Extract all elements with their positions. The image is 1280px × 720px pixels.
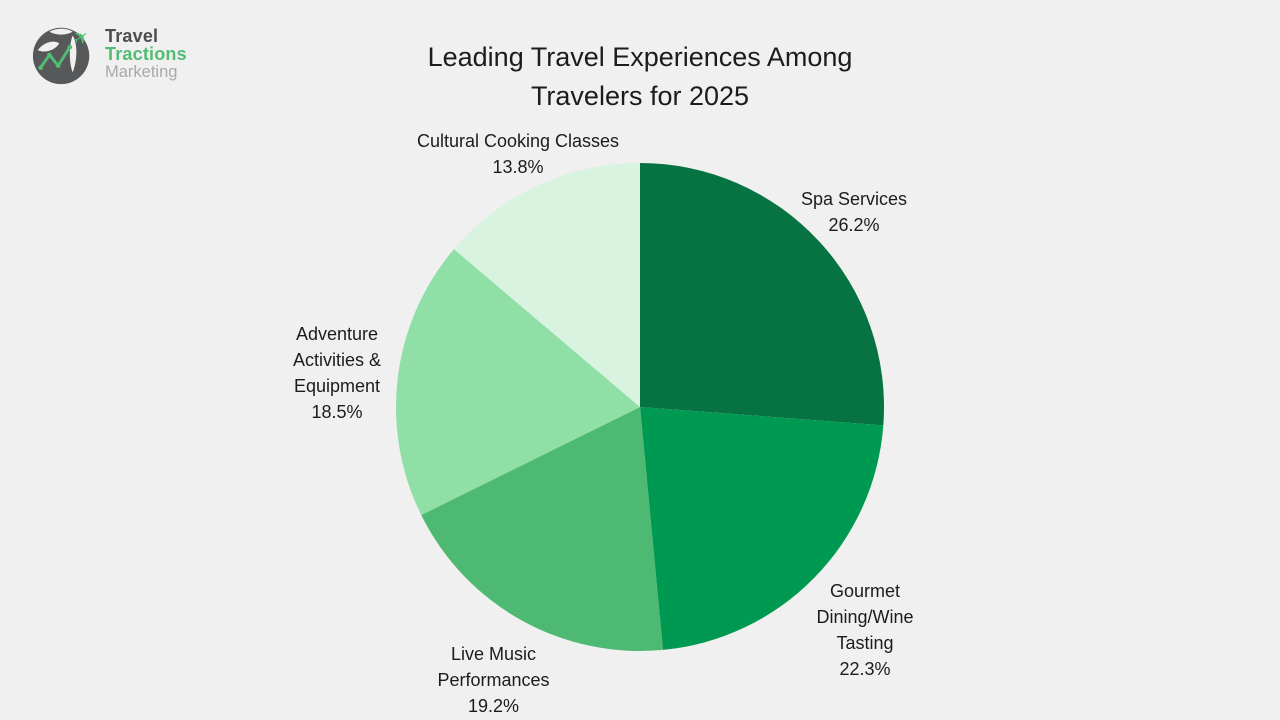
slice-label-name: Cultural Cooking Classes	[416, 131, 620, 151]
slice-label-adventure-activities-equipment: Adventure Activities & Equipment 18.5%	[282, 321, 392, 425]
chart-title-line2: Travelers for 2025	[530, 81, 750, 111]
slice-label-percent: 26.2%	[828, 215, 880, 235]
slice-label-percent: 18.5%	[311, 402, 363, 422]
pie-slice-live-music-performances	[421, 407, 663, 652]
pie-slice-cultural-cooking-classes	[453, 163, 640, 407]
slice-label-percent: 22.3%	[839, 659, 891, 679]
globe-plane-icon: ✈	[32, 25, 94, 85]
logo-word-tractions: Tractions	[105, 44, 187, 64]
travel-tractions-logo: ✈ Travel Tractions Marketing	[30, 20, 187, 88]
pie-slice-adventure-activities-equipment	[396, 249, 640, 516]
logo-wordmark: Travel Tractions Marketing	[105, 27, 187, 81]
slice-label-cultural-cooking-classes: Cultural Cooking Classes 13.8%	[398, 128, 638, 180]
chart-title-line1: Leading Travel Experiences Among	[427, 42, 853, 72]
slice-label-gourmet-dining-wine-tasting: Gourmet Dining/Wine Tasting 22.3%	[807, 578, 923, 682]
chart-title: Leading Travel Experiences Among Travele…	[0, 38, 1280, 116]
slice-label-spa-services: Spa Services 26.2%	[789, 186, 919, 238]
slice-label-name: Adventure Activities & Equipment	[292, 324, 382, 396]
pie-chart	[396, 163, 885, 652]
logo-word-travel: Travel	[105, 26, 159, 46]
slice-label-percent: 19.2%	[467, 696, 520, 716]
slice-label-name: Spa Services	[800, 189, 908, 209]
pie-slice-spa-services	[640, 163, 885, 426]
slice-label-name: Live Music Performances	[437, 644, 550, 690]
slice-label-percent: 13.8%	[492, 157, 544, 177]
pie-slice-gourmet-dining-wine-tasting	[640, 407, 884, 650]
slice-label-name: Gourmet Dining/Wine Tasting	[816, 581, 914, 653]
slice-label-live-music-performances: Live Music Performances 19.2%	[421, 641, 566, 719]
logo-word-marketing: Marketing	[105, 63, 178, 81]
